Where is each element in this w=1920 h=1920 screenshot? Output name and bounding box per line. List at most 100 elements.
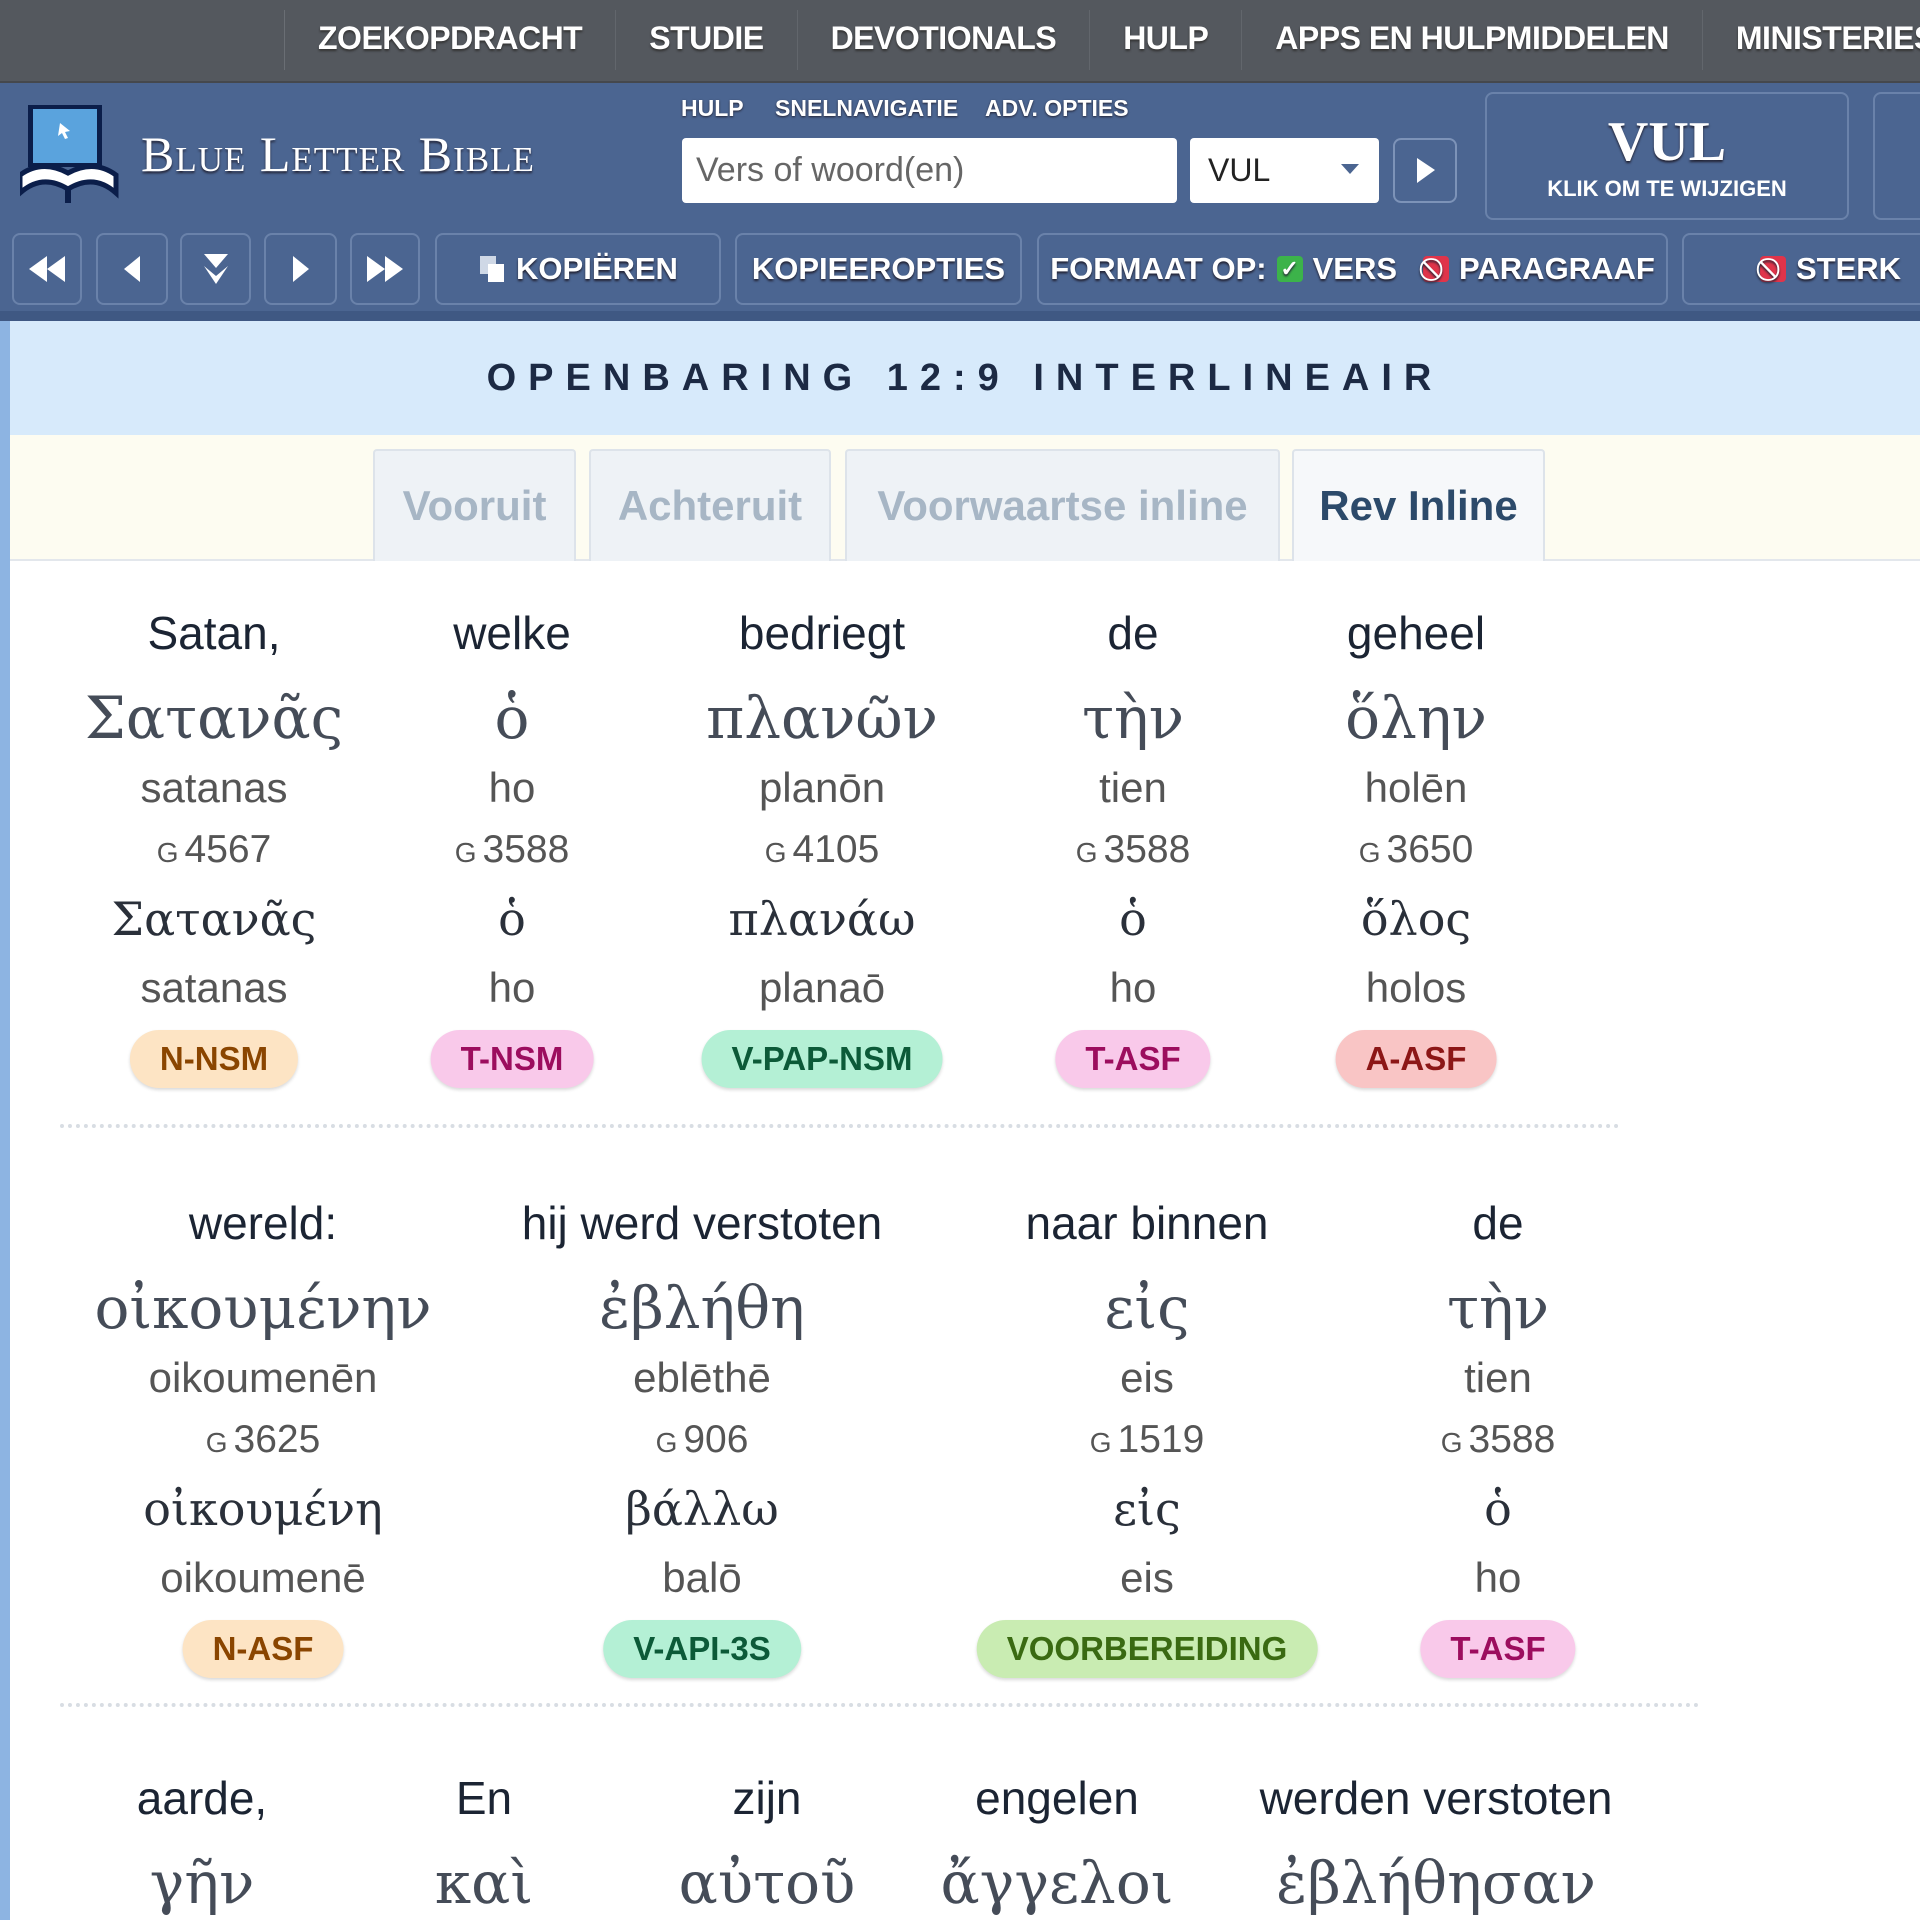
transliteration: eblēthē [633, 1354, 771, 1401]
strongs-number-link[interactable]: G 906 [656, 1418, 749, 1462]
strongs-prefix: G [205, 1427, 228, 1458]
strongs-prefix: G [1358, 837, 1381, 868]
strongs-number-link[interactable]: G 3588 [1441, 1418, 1556, 1462]
greek-word: Σατανᾶς [84, 684, 344, 752]
english-word: naar binnen [1025, 1197, 1269, 1249]
nav-item[interactable]: APPS EN HULPMIDDELEN [1242, 10, 1703, 70]
english-word: welke [453, 607, 571, 659]
next-button[interactable] [264, 233, 337, 305]
help-link[interactable]: HULP [681, 95, 744, 121]
view-tabs: Vooruit Achteruit Voorwaartse inline Rev… [10, 435, 1920, 561]
copy-button[interactable]: KOPIËREN [435, 233, 721, 305]
nav-item[interactable]: DEVOTIONALS [798, 10, 1091, 70]
lemma-transliteration: ho [488, 964, 536, 1011]
parsing-badge[interactable]: T-NSM [430, 1030, 594, 1088]
toolbar: KOPIËREN KOPIEEROPTIES FORMAAT OP: ✓ VERS… [0, 227, 1920, 321]
version-switch-button[interactable]: VUL KLIK OM TE WIJZIGEN [1485, 92, 1849, 220]
lemma[interactable]: ὁ [498, 892, 526, 946]
strongs-number-link[interactable]: G 3588 [1076, 828, 1191, 872]
extra-header-button[interactable] [1873, 92, 1920, 220]
strongs-prefix: G [1075, 837, 1098, 868]
strongs-number-link[interactable]: G 4567 [157, 828, 272, 872]
parsing-badge[interactable]: T-ASF [1055, 1030, 1211, 1088]
page-title: OPENBARING 12:9 INTERLINEAIR [10, 321, 1920, 435]
checkbox-checked-icon[interactable]: ✓ [1276, 256, 1303, 282]
parsing-badge[interactable]: N-ASF [182, 1620, 344, 1678]
copy-options-label: KOPIEEROPTIES [751, 251, 1006, 286]
lemma[interactable]: ὁ [1119, 892, 1147, 946]
lemma[interactable]: ὁ [1484, 1482, 1512, 1536]
transliteration: tien [1464, 1354, 1532, 1401]
search-input[interactable] [682, 138, 1177, 203]
english-word: engelen [975, 1772, 1139, 1824]
format-label: FORMAAT OP: [1050, 251, 1267, 286]
nav-item[interactable]: ZOEKOPDRACHT [285, 10, 617, 70]
lemma[interactable]: οἰκουμένη [143, 1482, 383, 1536]
version-name: VUL [1607, 111, 1727, 173]
checkbox-off-icon[interactable]: ⃠ [1423, 256, 1450, 282]
tab-forward-inline[interactable]: Voorwaartse inline [845, 449, 1280, 561]
jump-down-button[interactable] [180, 233, 251, 305]
parsing-badge[interactable]: VOORBEREIDING [976, 1620, 1318, 1678]
strongs-number-link[interactable]: G 1519 [1090, 1418, 1205, 1462]
tab-forward[interactable]: Vooruit [373, 449, 576, 561]
lemma-transliteration: satanas [140, 964, 288, 1011]
english-word: zijn [732, 1772, 802, 1824]
parsing-badge[interactable]: V-PAP-NSM [701, 1030, 943, 1088]
strongs-prefix: G [1089, 1427, 1112, 1458]
lemma-transliteration: planaō [758, 964, 886, 1011]
tab-backward[interactable]: Achteruit [589, 449, 831, 561]
copy-options-button[interactable]: KOPIEEROPTIES [735, 233, 1022, 305]
chevron-down-icon [1341, 164, 1359, 174]
strongs-prefix: G [1440, 1427, 1463, 1458]
verse-format-option[interactable]: VERS [1312, 251, 1398, 286]
lemma[interactable]: βάλλω [625, 1482, 779, 1536]
parsing-badge[interactable]: V-API-3S [603, 1620, 801, 1678]
search-go-button[interactable] [1393, 138, 1457, 203]
nav-item[interactable]: MINISTERIES [1703, 10, 1920, 70]
parsing-badge[interactable]: T-ASF [1420, 1620, 1576, 1678]
lemma[interactable]: πλανάω [728, 892, 916, 946]
first-chapter-button[interactable] [12, 233, 82, 305]
strongs-label: STERK [1796, 251, 1902, 286]
play-icon [1417, 158, 1435, 183]
last-chapter-button[interactable] [350, 233, 420, 305]
lemma-transliteration: ho [1474, 1554, 1522, 1601]
lemma[interactable]: Σατανᾶς [111, 892, 317, 946]
strongs-toggle[interactable]: ⃠ STERK [1682, 233, 1920, 305]
lemma[interactable]: εἰς [1113, 1482, 1181, 1536]
strongs-number-link[interactable]: G 4105 [765, 828, 880, 872]
nav-item[interactable]: STUDIE [616, 10, 798, 70]
site-title[interactable]: Blue Letter Bible [141, 126, 535, 182]
blb-logo-icon[interactable] [20, 103, 120, 203]
greek-word: ἄγγελοι [940, 1849, 1174, 1917]
strongs-number-link[interactable]: G 3650 [1359, 828, 1474, 872]
lemma-transliteration: oikoumenē [160, 1554, 366, 1601]
strongs-number-link[interactable]: G 3588 [455, 828, 570, 872]
english-word: wereld: [188, 1197, 338, 1249]
version-value: VUL [1208, 152, 1271, 188]
strongs-prefix: G [764, 837, 787, 868]
greek-word: καὶ [434, 1849, 534, 1917]
copy-icon [480, 256, 505, 282]
tab-rev-inline[interactable]: Rev Inline [1292, 449, 1545, 561]
version-select[interactable]: VUL [1190, 138, 1379, 203]
advanced-options-link[interactable]: ADV. OPTIES [985, 95, 1129, 121]
double-left-icon [29, 256, 65, 282]
lemma[interactable]: ὅλος [1360, 892, 1472, 946]
parsing-badge[interactable]: N-NSM [129, 1030, 299, 1088]
strongs-number: 3588 [1468, 1418, 1556, 1461]
previous-button[interactable] [96, 233, 168, 305]
english-word: aarde, [136, 1772, 268, 1824]
parsing-badge[interactable]: A-ASF [1335, 1030, 1497, 1088]
strongs-number-link[interactable]: G 3625 [206, 1418, 321, 1462]
greek-word: οἰκουμένην [94, 1274, 432, 1342]
english-word: de [1472, 1197, 1524, 1249]
page-left-border [0, 321, 10, 1920]
transliteration: eis [1120, 1354, 1174, 1401]
paragraph-format-option[interactable]: PARAGRAAF [1459, 251, 1655, 286]
quick-nav-link[interactable]: SNELNAVIGATIE [775, 95, 959, 121]
transliteration: satanas [140, 764, 288, 811]
nav-item[interactable]: HULP [1090, 10, 1243, 70]
left-icon [124, 256, 140, 282]
